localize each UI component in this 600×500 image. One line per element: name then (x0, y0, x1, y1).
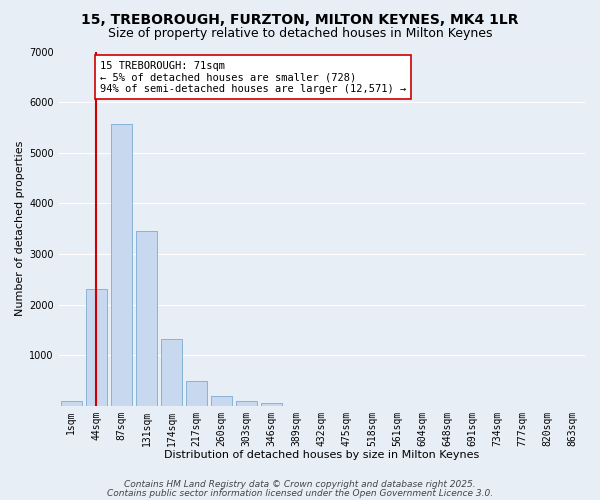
Text: Contains public sector information licensed under the Open Government Licence 3.: Contains public sector information licen… (107, 488, 493, 498)
Bar (211, 396, 232, 406)
Bar (186, 381, 207, 406)
Bar (236, 400, 257, 406)
X-axis label: Distribution of detached houses by size in Milton Keynes: Distribution of detached houses by size … (164, 450, 479, 460)
Text: 15 TREBOROUGH: 71sqm
← 5% of detached houses are smaller (728)
94% of semi-detac: 15 TREBOROUGH: 71sqm ← 5% of detached ho… (100, 60, 406, 94)
Bar (61, 400, 82, 406)
Text: 15, TREBOROUGH, FURZTON, MILTON KEYNES, MK4 1LR: 15, TREBOROUGH, FURZTON, MILTON KEYNES, … (81, 12, 519, 26)
Bar (261, 403, 283, 406)
Bar (86, 290, 107, 406)
Text: Contains HM Land Registry data © Crown copyright and database right 2025.: Contains HM Land Registry data © Crown c… (124, 480, 476, 489)
Text: Size of property relative to detached houses in Milton Keynes: Size of property relative to detached ho… (108, 28, 492, 40)
Bar (161, 339, 182, 406)
Bar (136, 231, 157, 406)
Bar (110, 124, 132, 406)
Y-axis label: Number of detached properties: Number of detached properties (15, 141, 25, 316)
